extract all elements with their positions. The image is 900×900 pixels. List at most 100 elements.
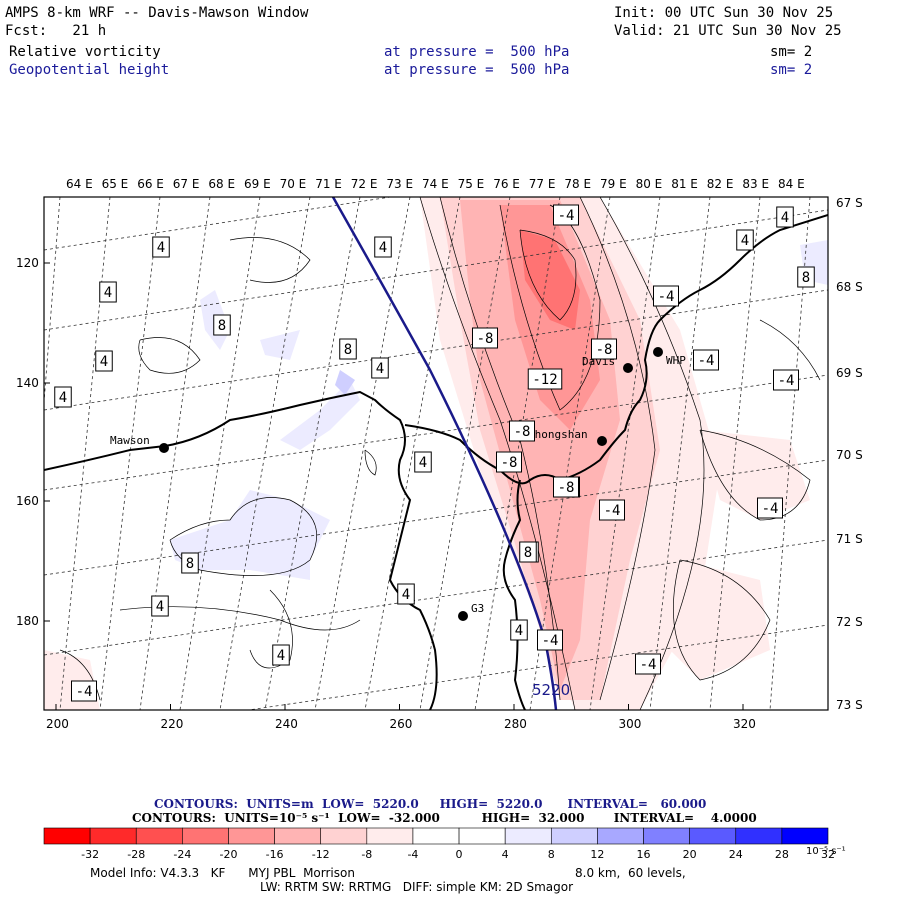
contour-label: 8: [181, 552, 199, 574]
y-tick-label: 120: [16, 256, 39, 270]
legend-vorticity-contours: CONTOURS: UNITS=10⁻⁵ s⁻¹ LOW= -32.000 HI…: [132, 811, 757, 825]
lon-label: 76 E: [493, 177, 520, 191]
contour-label: 4: [776, 206, 794, 228]
contour-label: -4: [599, 499, 625, 521]
svg-text:8: 8: [524, 545, 532, 561]
contour-label: 4: [95, 350, 113, 372]
height-contour-label: 5220: [532, 681, 570, 699]
contour-label: 4: [374, 236, 392, 258]
negative-vorticity-shading: [44, 197, 828, 710]
svg-text:8: 8: [344, 342, 352, 358]
contour-label: 4: [510, 619, 528, 641]
color-bar-segment: [781, 827, 829, 845]
color-bar-tick: 28: [775, 848, 789, 861]
svg-text:-4: -4: [762, 501, 779, 517]
color-bar-tick: 4: [502, 848, 509, 861]
field2-level: at pressure = 500 hPa: [384, 62, 570, 78]
contour-label: -8: [472, 327, 498, 349]
svg-text:-12: -12: [532, 372, 557, 388]
color-bar-segment: [412, 827, 460, 845]
lon-label: 66 E: [137, 177, 164, 191]
svg-text:4: 4: [402, 587, 410, 603]
contour-label: 4: [151, 595, 169, 617]
lon-label: 69 E: [244, 177, 271, 191]
lon-label: 71 E: [315, 177, 342, 191]
contour-label: -4: [653, 285, 679, 307]
color-bar-segment: [43, 827, 91, 845]
lon-label: 82 E: [707, 177, 734, 191]
color-bar-segment: [135, 827, 183, 845]
x-tick-label: 200: [46, 717, 69, 731]
label-zhongshan: Zhongshan: [528, 428, 588, 441]
x-tick-label: 320: [733, 717, 756, 731]
color-bar-segment: [89, 827, 137, 845]
lon-label: 77 E: [529, 177, 556, 191]
lon-label: 74 E: [422, 177, 449, 191]
lat-label: 68 S: [836, 280, 863, 294]
y-tick-label: 160: [16, 494, 39, 508]
color-bar-segment: [274, 827, 322, 845]
color-bar-tick: -24: [173, 848, 191, 861]
station-davis: [623, 363, 633, 373]
y-tick-label: 180: [16, 614, 39, 628]
lat-label: 72 S: [836, 615, 863, 629]
graticule: [44, 197, 828, 710]
svg-text:-8: -8: [558, 480, 575, 496]
lon-label: 79 E: [600, 177, 627, 191]
color-bar-tick: 24: [729, 848, 743, 861]
contour-label: 4: [272, 644, 290, 666]
svg-text:4: 4: [419, 455, 427, 471]
contour-label: 8: [339, 338, 357, 360]
contour-label: -8: [553, 476, 579, 498]
field1-level: at pressure = 500 hPa: [384, 44, 570, 60]
lon-label: 65 E: [102, 177, 129, 191]
svg-text:-4: -4: [76, 684, 93, 700]
lon-label: 84 E: [778, 177, 805, 191]
color-bar-tick: -20: [219, 848, 237, 861]
x-tick-label: 280: [504, 717, 527, 731]
contour-label: 4: [397, 583, 415, 605]
svg-text:-4: -4: [658, 289, 675, 305]
lon-label: 67 E: [173, 177, 200, 191]
lon-label: 80 E: [636, 177, 663, 191]
contour-label: 4: [99, 281, 117, 303]
color-bar-tick: 32: [821, 848, 835, 861]
color-bar-tick: -16: [266, 848, 284, 861]
station-whp: [653, 347, 663, 357]
lat-label: 73 S: [836, 698, 863, 712]
y-axis-ticks: 120 140 160 180: [16, 256, 50, 628]
svg-text:8: 8: [186, 556, 194, 572]
station-mawson: [159, 443, 169, 453]
field1-name: Relative vorticity: [9, 44, 161, 60]
svg-text:-8: -8: [514, 424, 531, 440]
color-bar-segment: [689, 827, 737, 845]
station-zhongshan: [597, 436, 607, 446]
contour-label: -8: [496, 451, 522, 473]
svg-text:-8: -8: [501, 455, 518, 471]
lon-label: 73 E: [386, 177, 413, 191]
svg-text:4: 4: [781, 210, 789, 226]
contour-label: -4: [553, 204, 579, 226]
lon-label: 78 E: [564, 177, 591, 191]
model-info: Model Info: V4.3.3 KF MYJ PBL Morrison: [90, 866, 355, 880]
lon-label: 83 E: [742, 177, 769, 191]
legend-height-contours: CONTOURS: UNITS=m LOW= 5220.0 HIGH= 5220…: [154, 797, 707, 811]
svg-text:4: 4: [741, 233, 749, 249]
lon-label: 81 E: [671, 177, 698, 191]
map-title: AMPS 8-km WRF -- Davis-Mawson Window: [5, 5, 309, 21]
svg-text:4: 4: [59, 390, 67, 406]
color-bar-segment: [182, 827, 229, 845]
svg-text:4: 4: [515, 623, 523, 639]
svg-text:4: 4: [376, 361, 384, 377]
vorticity-map: Mawson Davis WHP Zhongshan G3 5220 64 E6…: [16, 177, 863, 731]
svg-text:-4: -4: [640, 657, 657, 673]
color-bar-tick: -32: [81, 848, 99, 861]
y-tick-label: 140: [16, 376, 39, 390]
model-physics: LW: RRTM SW: RRTMG DIFF: simple KM: 2D S…: [260, 880, 574, 894]
plot-frame: [43, 196, 829, 711]
lon-label: 75 E: [458, 177, 485, 191]
contour-label: -4: [757, 497, 783, 519]
contour-label: -8: [591, 338, 617, 360]
svg-text:-4: -4: [778, 373, 795, 389]
color-bar-tick: 20: [683, 848, 697, 861]
